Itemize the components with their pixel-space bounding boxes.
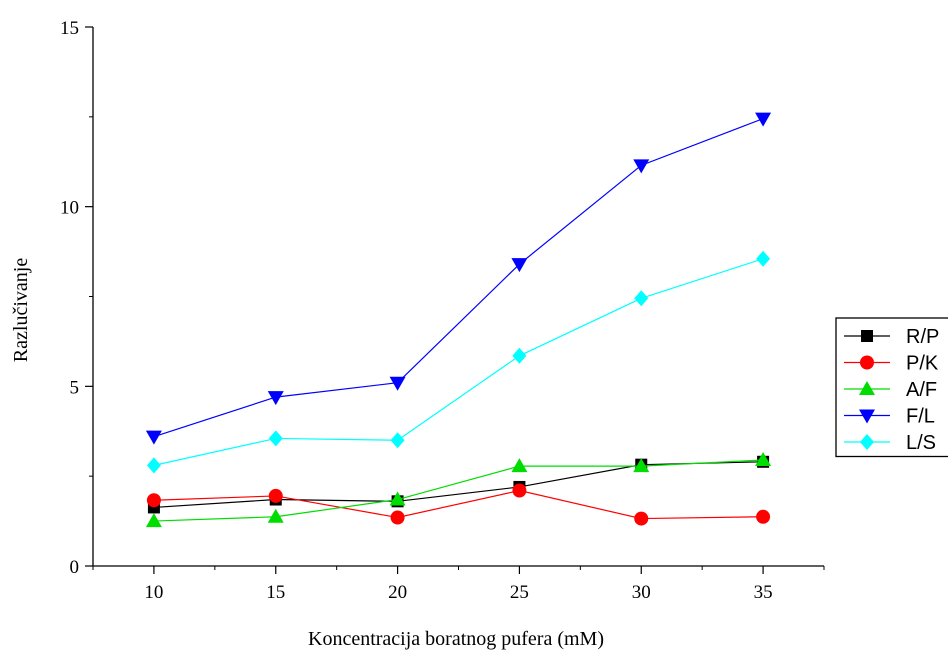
legend-marker (859, 381, 875, 395)
y-axis-title: Razlučivanje (10, 258, 32, 363)
series-line (153, 258, 764, 466)
data-point (389, 491, 406, 506)
legend-marker (859, 409, 875, 424)
x-tick-label: 10 (144, 582, 163, 603)
x-axis-title: Koncentracija boratnog pufera (mM) (308, 628, 604, 650)
legend-marker (861, 330, 873, 342)
data-point (146, 493, 161, 508)
y-tick-label: 0 (70, 557, 80, 578)
legend-label: A/F (906, 379, 937, 401)
data-point (512, 483, 527, 498)
axes (92, 27, 824, 567)
legend-item: P/K (844, 353, 939, 375)
data-point (755, 451, 772, 466)
y-tick-label: 5 (70, 377, 80, 398)
axis-ticks: 10 15 20 25 30 35 0 5 10 15 (60, 18, 825, 603)
data-point (633, 159, 650, 174)
data-point (756, 250, 771, 267)
data-point (145, 430, 162, 445)
data-point (267, 508, 284, 523)
legend-item: A/F (844, 379, 937, 401)
legend-marker (860, 355, 874, 370)
series-p-k (146, 483, 771, 526)
series-l-s (146, 250, 771, 474)
x-tick-label: 25 (510, 582, 529, 603)
data-point (634, 290, 649, 307)
series-line (153, 461, 764, 509)
data-point (390, 510, 405, 525)
legend-label: P/K (906, 353, 939, 375)
data-point (756, 509, 771, 524)
data-point (267, 391, 284, 406)
x-tick-label: 35 (754, 582, 773, 603)
series-line (153, 489, 764, 520)
data-point (511, 258, 528, 273)
legend-label: L/S (906, 432, 936, 454)
data-point (268, 430, 283, 447)
legend-marker (860, 434, 874, 450)
series-layer (145, 112, 772, 528)
legend-item: F/L (844, 406, 935, 428)
legend-label: R/P (906, 326, 939, 348)
data-point (633, 458, 650, 473)
x-tick-label: 30 (632, 582, 651, 603)
legend-box (835, 317, 948, 458)
data-point (268, 488, 283, 503)
data-point (512, 347, 527, 364)
series-a-f (145, 451, 772, 528)
series-f-l (145, 112, 772, 445)
legend: R/P P/K A/F F/L L/S (835, 317, 948, 458)
y-tick-label: 15 (60, 18, 79, 39)
series-line (153, 118, 764, 438)
data-point (390, 432, 405, 449)
y-tick-label: 10 (60, 198, 79, 219)
data-point (146, 457, 161, 474)
legend-item: R/P (844, 326, 939, 348)
data-point (755, 112, 772, 127)
data-point (634, 511, 649, 526)
x-tick-label: 15 (266, 582, 285, 603)
legend-item: L/S (844, 432, 936, 454)
data-point (511, 458, 528, 473)
data-point (145, 513, 162, 528)
data-point (389, 376, 406, 391)
legend-label: F/L (906, 406, 935, 428)
series-line (153, 459, 764, 522)
x-tick-label: 20 (388, 582, 407, 603)
